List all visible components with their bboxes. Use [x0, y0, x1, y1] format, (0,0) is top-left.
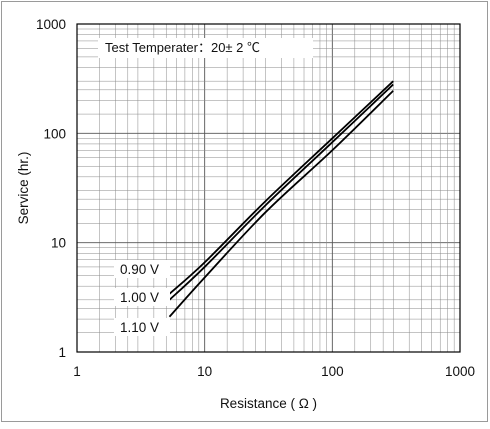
series-label-background: [114, 318, 170, 336]
series-label-background: [114, 288, 170, 306]
y-tick-label: 10: [51, 236, 66, 251]
series-label-100: 1.00 V: [120, 290, 159, 305]
series-labels: 0.90 V 1.00 V 1.10 V: [114, 260, 170, 336]
y-tick-label: 1: [58, 345, 66, 360]
series-label-090: 0.90 V: [120, 262, 159, 277]
test-temperature-annotation: Test Temperater：20± 2 ℃: [105, 40, 260, 55]
tick-labels: 1 10 100 1000 1 10 100 1000: [36, 17, 475, 379]
series-line-110: [168, 90, 394, 318]
x-tick-label: 10: [197, 364, 212, 379]
x-tick-label: 100: [321, 364, 344, 379]
series-label-110: 1.10 V: [120, 320, 159, 335]
series-line-090: [168, 80, 394, 295]
chart-border: [1, 1, 488, 422]
y-tick-label: 1000: [36, 17, 66, 32]
y-tick-label: 100: [43, 126, 66, 141]
x-tick-label: 1: [73, 364, 81, 379]
annotation-background: [98, 38, 313, 58]
series-line-100: [168, 83, 394, 301]
plot-area-border: [76, 23, 461, 353]
y-axis-label: Service (hr.): [16, 152, 31, 225]
series-label-background: [114, 260, 170, 278]
annotation-group: Test Temperater：20± 2 ℃: [98, 38, 313, 58]
x-tick-label: 1000: [445, 364, 475, 379]
x-axis-label: Resistance ( Ω ): [220, 396, 317, 411]
series-lines: [168, 80, 394, 318]
